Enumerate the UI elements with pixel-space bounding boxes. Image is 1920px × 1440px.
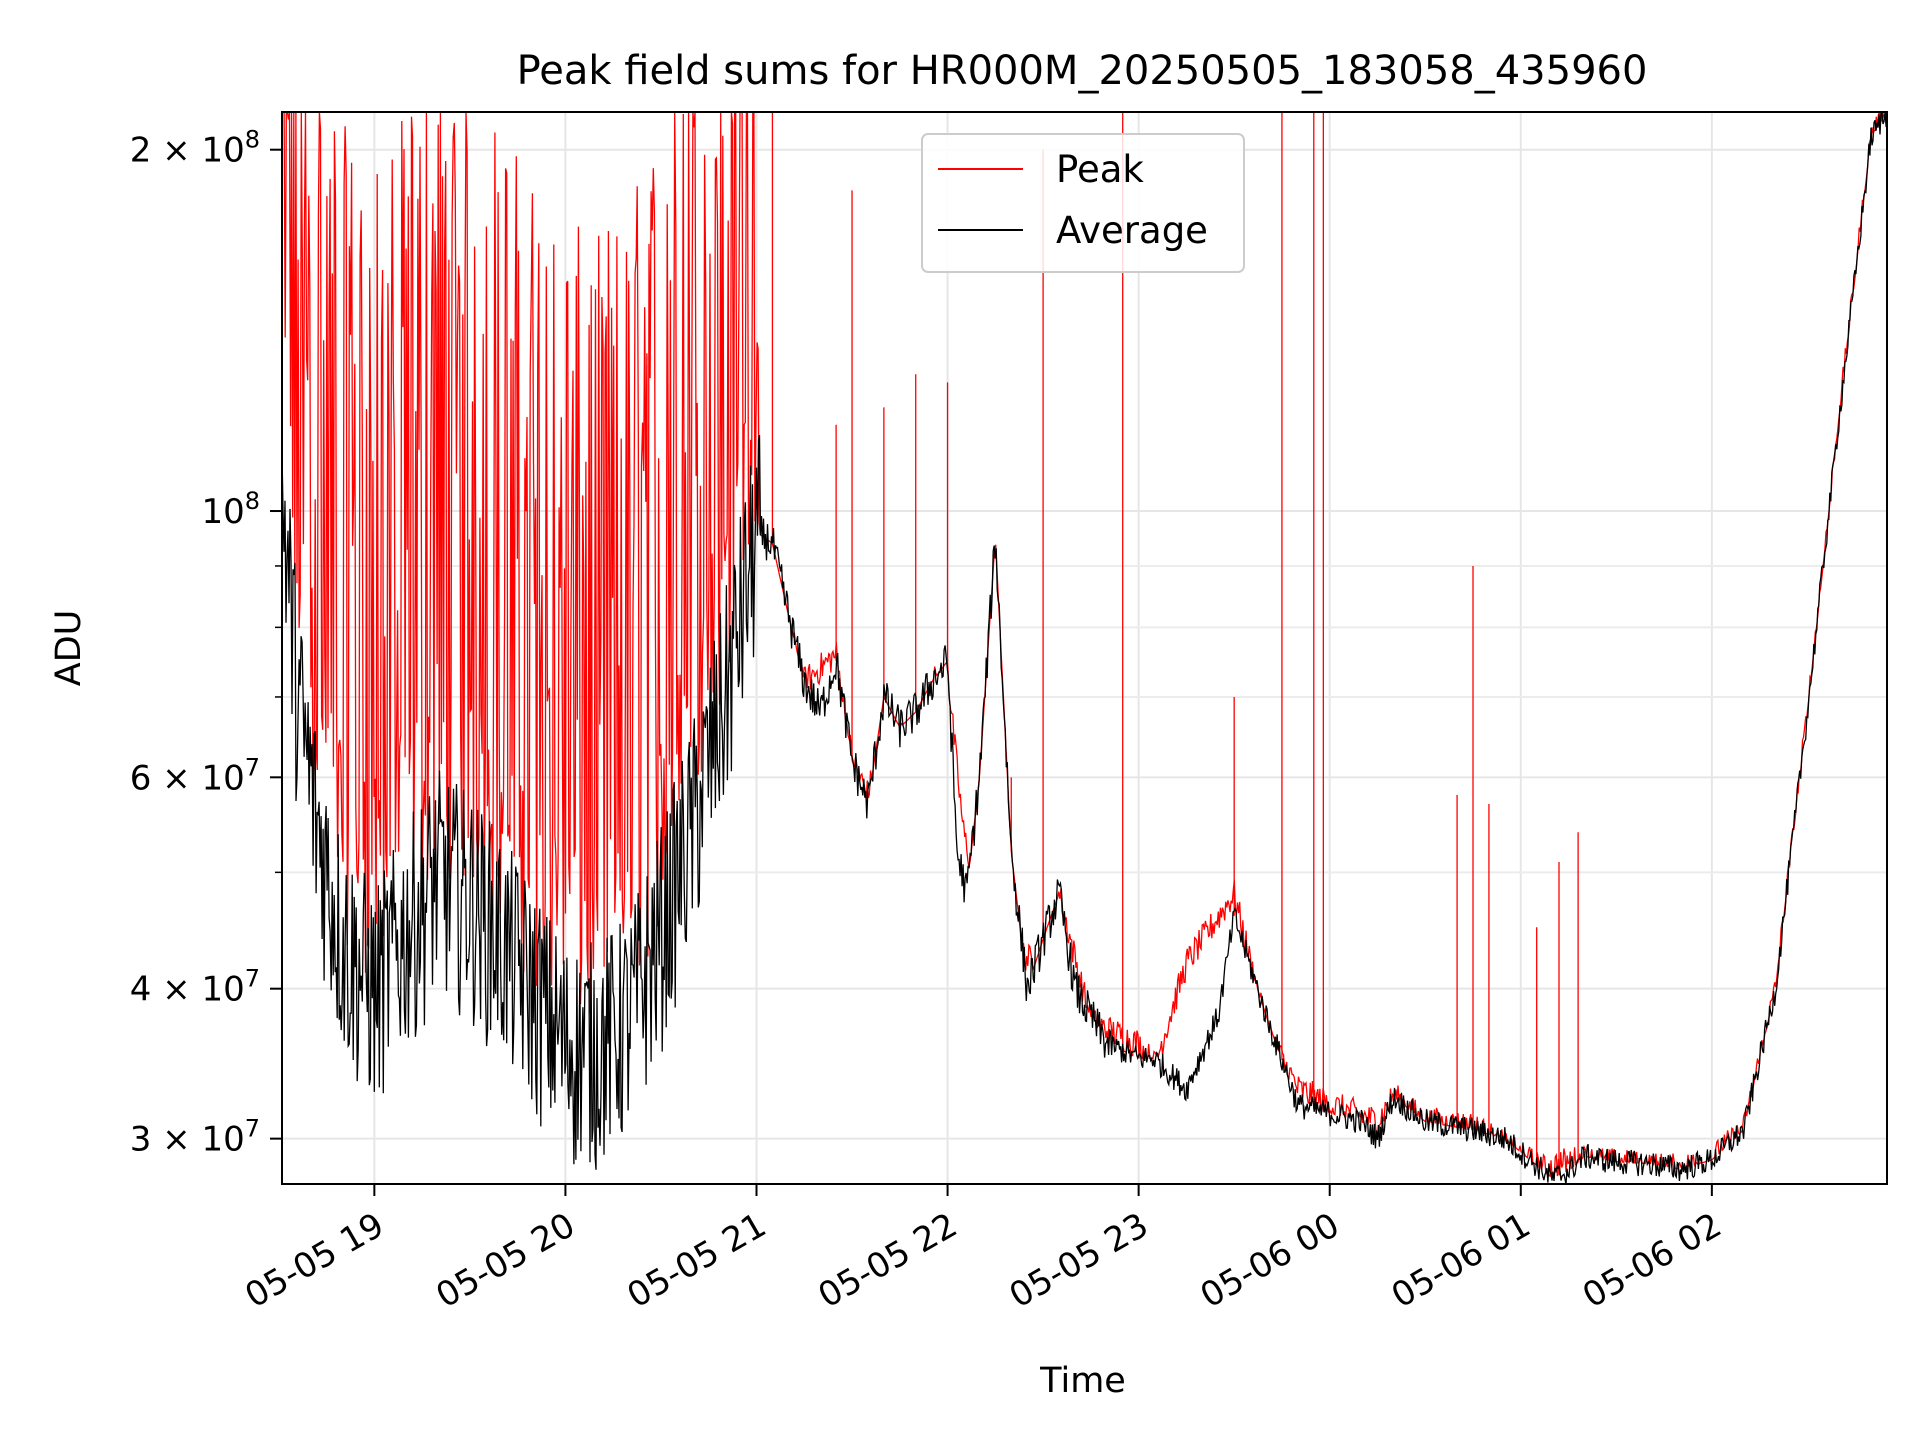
y-tick-label: 4 × 107 [130, 965, 260, 1010]
y-tick-label: 6 × 107 [130, 753, 260, 798]
x-axis-label: Time [1039, 1361, 1126, 1401]
series-average-line [282, 112, 1887, 1184]
plot-frame [281, 111, 1888, 1185]
y-tick-label: 2 × 108 [130, 126, 260, 171]
y-tick-label: 3 × 107 [130, 1115, 260, 1160]
legend-average-label: Average [1056, 209, 1208, 252]
y-axis-label: ADU [49, 610, 89, 687]
legend-peak-label: Peak [1056, 148, 1144, 191]
chart-title: Peak field sums for HR000M_20250505_1830… [517, 48, 1648, 94]
y-axis: 3 × 107 4 × 107 6 × 107 108 2 × 108 [130, 126, 282, 1160]
legend: Peak Average [921, 133, 1245, 273]
y-tick-label: 108 [201, 487, 260, 532]
